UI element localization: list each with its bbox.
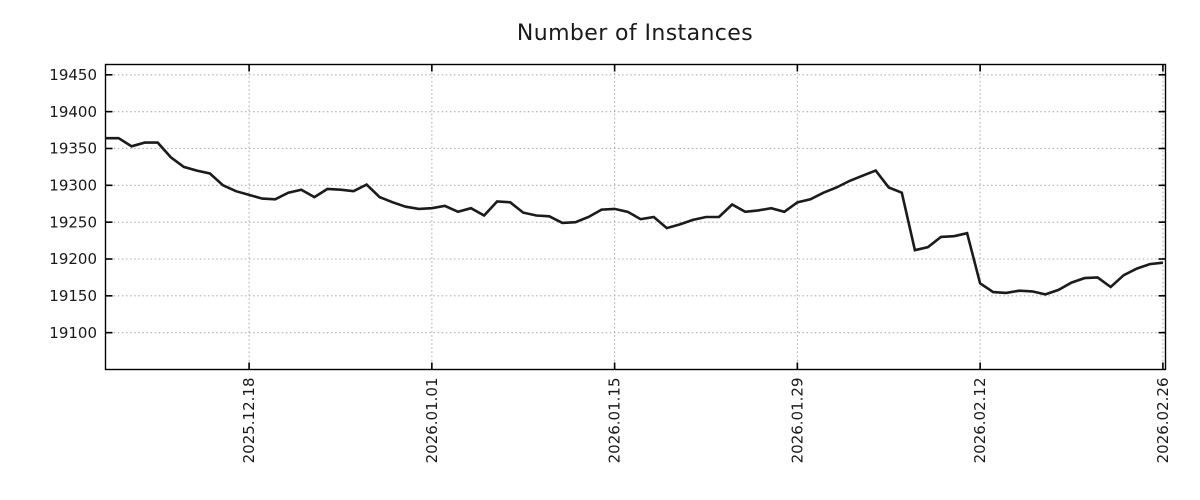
plot-frame [104, 63, 1167, 371]
x-gridlines [248, 64, 1164, 370]
y-tick-label: 19100 [49, 324, 97, 342]
series-line [105, 136, 1164, 296]
y-tick-label: 19200 [49, 250, 97, 268]
y-tick-label: 19300 [49, 177, 97, 195]
y-tick-label: 19250 [49, 213, 97, 231]
x-tick-label: 2025.12.18 [240, 378, 258, 464]
x-tick-label: 2026.02.26 [1154, 378, 1172, 464]
y-tick-label: 19450 [49, 66, 97, 84]
y-tick-label: 19350 [49, 140, 97, 158]
y-tick-label: 19150 [49, 287, 97, 305]
x-tick-label: 2026.02.12 [971, 378, 989, 464]
y-tick-labels: 19100 19150 19200 19250 19300 19350 19400 19450 [49, 66, 97, 342]
x-tick-labels: 2025.12.18 2026.01.01 2026.01.15 2026.01.29… [240, 378, 1172, 464]
x-tick-label: 2026.01.15 [606, 378, 624, 464]
x-tick-label: 2026.01.01 [423, 378, 441, 464]
y-tick-label: 19400 [49, 103, 97, 121]
axis-tick-marks [105, 64, 1166, 370]
x-tick-label: 2026.01.29 [788, 378, 806, 464]
y-gridlines [105, 74, 1166, 334]
chart-title: Number of Instances [517, 21, 753, 46]
